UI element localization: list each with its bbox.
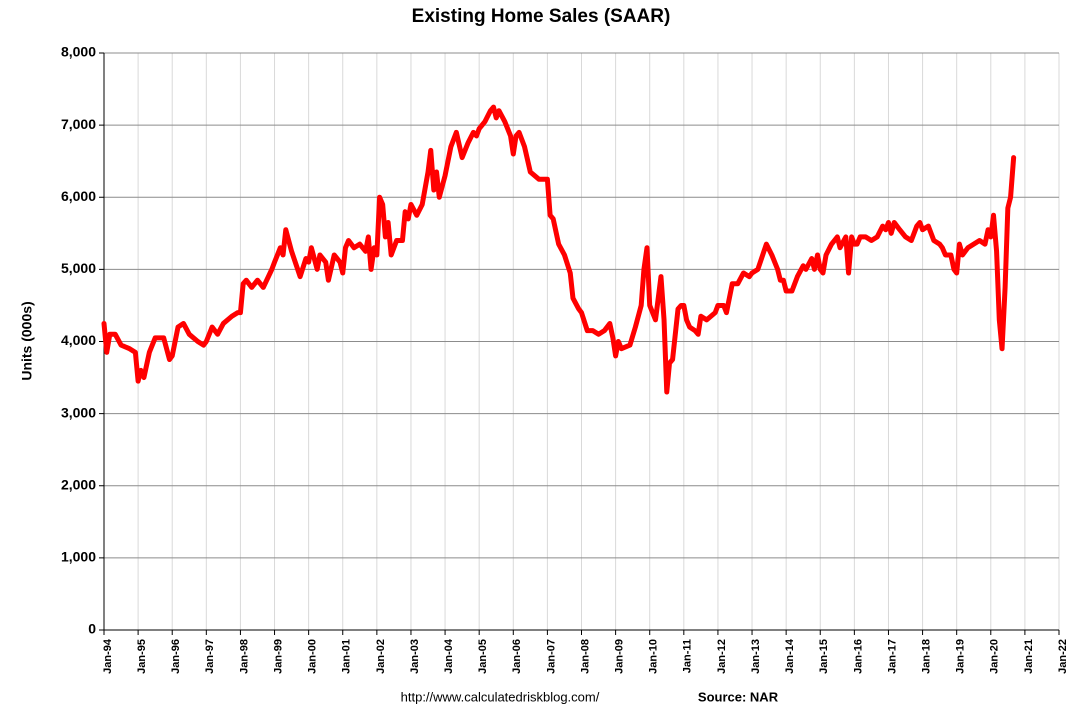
x-tick-label: Jan-13	[750, 639, 762, 674]
x-tick-label: Jan-95	[136, 639, 148, 674]
x-tick-label: Jan-08	[579, 639, 591, 674]
x-tick-label: Jan-19	[955, 639, 967, 674]
x-tick-label: Jan-20	[989, 639, 1001, 674]
x-tick-label: Jan-12	[716, 639, 728, 674]
x-tick-label: Jan-18	[920, 639, 932, 674]
y-tick-label: 5,000	[61, 260, 96, 276]
x-tick-label: Jan-16	[852, 639, 864, 674]
x-tick-label: Jan-02	[375, 639, 387, 674]
x-tick-label: Jan-11	[682, 639, 694, 673]
x-tick-label: Jan-99	[272, 639, 284, 674]
x-tick-label: Jan-04	[443, 638, 455, 674]
x-tick-label: Jan-15	[818, 639, 830, 674]
x-tick-label: Jan-21	[1023, 639, 1035, 674]
x-tick-label: Jan-22	[1057, 639, 1069, 674]
y-tick-label: 4,000	[61, 332, 96, 348]
y-axis-label: Units (000s)	[19, 301, 35, 380]
x-tick-label: Jan-98	[238, 639, 250, 674]
x-tick-label: Jan-05	[477, 639, 489, 674]
y-tick-label: 8,000	[61, 44, 96, 60]
data-line	[101, 104, 1017, 395]
x-tick-label: Jan-94	[102, 638, 114, 674]
y-tick-label: 0	[88, 621, 96, 637]
x-tick-label: Jan-17	[886, 639, 898, 674]
x-tick-label: Jan-10	[648, 639, 660, 674]
x-tick-label: Jan-03	[409, 639, 421, 674]
x-tick-label: Jan-09	[614, 639, 626, 674]
y-tick-label: 3,000	[61, 404, 96, 420]
source-note: Source: NAR	[698, 689, 779, 704]
x-tick-label: Jan-01	[341, 639, 353, 674]
x-tick-label: Jan-07	[545, 639, 557, 674]
y-tick-label: 1,000	[61, 549, 96, 565]
y-tick-label: 6,000	[61, 188, 96, 204]
x-tick-label: Jan-96	[170, 639, 182, 674]
source-url: http://www.calculatedriskblog.com/	[401, 689, 600, 704]
y-tick-label: 7,000	[61, 116, 96, 132]
x-tick-label: Jan-14	[784, 638, 796, 674]
x-tick-label: Jan-00	[307, 639, 319, 674]
x-tick-label: Jan-97	[204, 639, 216, 674]
x-tick-label: Jan-06	[511, 639, 523, 674]
chart-title: Existing Home Sales (SAAR)	[412, 6, 671, 27]
y-tick-label: 2,000	[61, 476, 96, 492]
